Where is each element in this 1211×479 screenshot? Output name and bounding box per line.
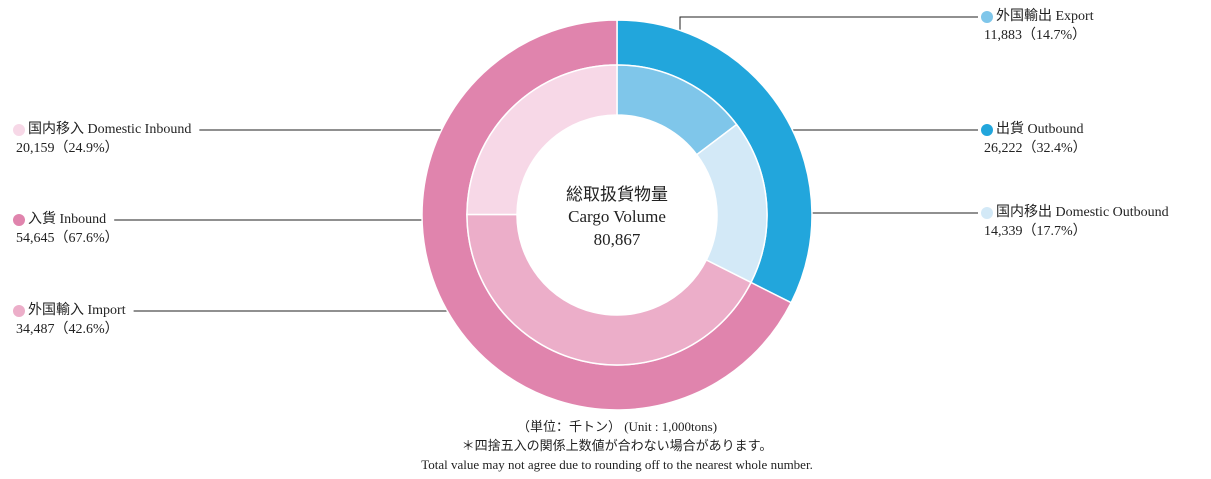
legend-swatch (981, 207, 993, 219)
callout-value: 26,222（32.4%） (984, 140, 1087, 156)
callout-name: 外国輸出 Export (996, 8, 1094, 24)
note: ＊四捨五入の関係上数値が合わない場合があります。 (462, 438, 773, 453)
legend-swatch (981, 11, 993, 23)
legend-swatch (13, 124, 25, 136)
callout-value: 11,883（14.7%） (984, 27, 1086, 43)
legend-swatch (13, 214, 25, 226)
donut-segment (466, 64, 618, 216)
note: （単位：千トン） (Unit : 1,000tons) (517, 419, 717, 434)
leader-line (771, 129, 978, 131)
callout-value: 20,159（24.9%） (16, 140, 119, 156)
callout-name: 入貨 Inbound (28, 210, 106, 227)
callout-value: 14,339（17.7%） (984, 223, 1087, 239)
callout-name: 国内移出 Domestic Outbound (996, 204, 1169, 220)
callout-name: 出貨 Outbound (996, 120, 1084, 137)
rings (421, 19, 813, 411)
legend-swatch (13, 305, 25, 317)
callout-name: 国内移入 Domestic Inbound (28, 121, 191, 137)
note: Total value may not agree due to roundin… (421, 457, 813, 472)
donut-segment (466, 213, 752, 366)
center-total: 80,867 (594, 230, 641, 249)
legend-swatch (981, 124, 993, 136)
center-label: Cargo Volume (568, 207, 666, 226)
center-label: 総取扱貨物量 (566, 185, 668, 204)
callout-value: 34,487（42.6%） (16, 321, 119, 337)
callout-name: 外国輸入 Import (28, 302, 126, 318)
callout-value: 54,645（67.6%） (16, 230, 119, 246)
